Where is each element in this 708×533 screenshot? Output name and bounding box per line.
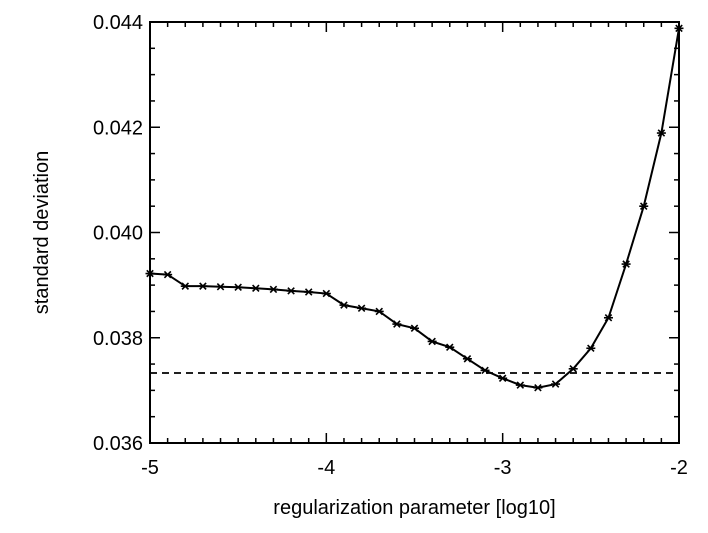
data-point bbox=[462, 355, 472, 363]
data-point bbox=[603, 313, 613, 322]
y-tick-labels: 0.036 0.038 0.040 0.042 0.044 bbox=[93, 12, 143, 455]
x-axis-title: regularization parameter [log10] bbox=[273, 497, 555, 519]
data-point bbox=[216, 282, 226, 291]
data-point bbox=[163, 270, 173, 279]
series-line bbox=[149, 28, 680, 389]
y-tick-label: 0.036 bbox=[93, 433, 143, 455]
data-point bbox=[374, 307, 384, 316]
data-point bbox=[427, 337, 437, 346]
data-point bbox=[639, 202, 649, 210]
y-tick-label: 0.044 bbox=[93, 12, 143, 34]
x-tick-label: -3 bbox=[494, 457, 512, 479]
data-point bbox=[304, 288, 314, 296]
x-tick-label: -5 bbox=[141, 457, 159, 479]
data-point bbox=[445, 343, 455, 351]
data-point bbox=[586, 344, 596, 353]
x-tick-label: -2 bbox=[670, 457, 688, 479]
data-point bbox=[568, 365, 578, 373]
data-point bbox=[180, 282, 190, 290]
data-point bbox=[515, 381, 525, 389]
series-layer bbox=[149, 28, 680, 389]
data-point bbox=[656, 129, 666, 137]
data-point bbox=[480, 366, 490, 375]
data-point bbox=[339, 301, 349, 309]
data-point bbox=[621, 260, 631, 268]
data-point bbox=[498, 374, 508, 383]
y-tick-label: 0.042 bbox=[93, 117, 143, 139]
y-axis-title: standard deviation bbox=[31, 151, 53, 314]
data-point bbox=[392, 320, 402, 328]
x-tick-label: -4 bbox=[317, 457, 335, 479]
data-point bbox=[551, 380, 561, 388]
data-point bbox=[198, 282, 208, 290]
data-point bbox=[533, 383, 543, 392]
data-point bbox=[233, 283, 243, 291]
markers-layer bbox=[145, 24, 684, 392]
data-point bbox=[251, 284, 261, 293]
data-point bbox=[410, 324, 419, 333]
data-point bbox=[286, 287, 296, 295]
data-point bbox=[321, 289, 331, 298]
data-point bbox=[268, 285, 278, 294]
plot-frame bbox=[149, 21, 680, 444]
data-point bbox=[357, 304, 367, 313]
axis-ticks bbox=[149, 21, 680, 444]
x-tick-labels: -5 -4 -3 -2 bbox=[141, 457, 688, 479]
y-tick-label: 0.038 bbox=[93, 328, 143, 350]
y-tick-label: 0.040 bbox=[93, 223, 143, 245]
